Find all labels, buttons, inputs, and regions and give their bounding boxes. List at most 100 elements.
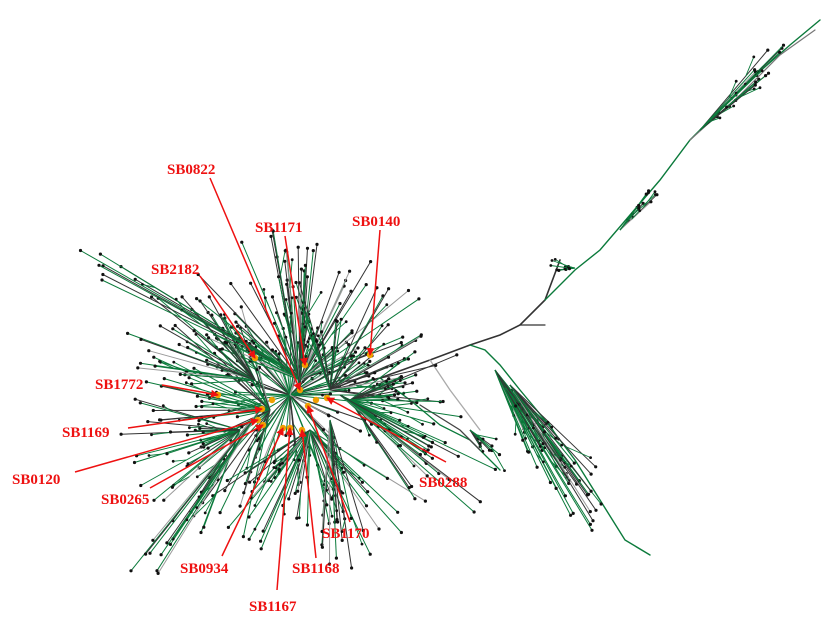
node <box>150 433 153 437</box>
node <box>248 480 252 484</box>
branch <box>170 429 241 433</box>
branch <box>349 399 444 402</box>
branch <box>224 317 271 411</box>
node <box>305 275 309 279</box>
node <box>358 429 362 433</box>
branch <box>309 429 344 473</box>
node <box>270 295 275 299</box>
node <box>200 405 204 409</box>
branch <box>330 321 347 336</box>
node <box>270 348 274 352</box>
label-sb0265: SB0265 <box>101 492 149 508</box>
node <box>335 319 339 323</box>
node <box>399 341 403 345</box>
node <box>277 275 281 279</box>
node <box>406 357 410 361</box>
node <box>250 383 254 387</box>
node <box>161 404 165 407</box>
branch <box>248 429 311 518</box>
node <box>195 475 199 479</box>
node <box>155 569 159 573</box>
node <box>365 371 369 375</box>
trunk-grey-lower <box>429 359 481 431</box>
node <box>168 430 173 434</box>
node <box>764 74 768 78</box>
node <box>289 311 293 315</box>
branch <box>313 333 317 353</box>
annot-sb1171: SB1171 <box>255 220 308 366</box>
branch <box>341 520 346 532</box>
branch <box>298 429 311 461</box>
branch <box>321 419 331 532</box>
node <box>308 337 311 340</box>
branch <box>553 453 572 467</box>
node <box>654 193 657 196</box>
node <box>202 525 206 529</box>
node <box>456 454 460 458</box>
branch <box>203 429 241 528</box>
node <box>734 79 738 83</box>
node <box>255 439 259 443</box>
branch <box>306 429 311 478</box>
node <box>753 83 757 87</box>
label-sb0822: SB0822 <box>167 162 215 178</box>
branch <box>329 287 378 391</box>
node <box>560 443 564 447</box>
branch <box>633 194 656 215</box>
node <box>414 373 418 377</box>
branch <box>348 453 365 466</box>
node <box>340 530 344 533</box>
node <box>421 422 424 426</box>
node <box>588 510 592 514</box>
node <box>503 469 506 472</box>
node <box>305 246 310 250</box>
branch <box>329 288 390 391</box>
branch <box>299 290 352 381</box>
node <box>224 341 229 345</box>
node <box>207 295 211 299</box>
label-sb1168: SB1168 <box>292 561 340 577</box>
branch <box>254 503 270 530</box>
node <box>413 497 417 501</box>
node <box>277 468 281 472</box>
node <box>306 340 310 344</box>
branch <box>317 335 325 348</box>
branch <box>741 87 761 97</box>
node <box>262 288 266 291</box>
node <box>223 489 227 493</box>
node <box>396 361 400 365</box>
node <box>513 432 517 436</box>
branch <box>509 384 591 512</box>
branch <box>349 399 410 488</box>
node <box>599 502 603 506</box>
branch <box>509 384 597 511</box>
node <box>758 86 762 90</box>
branch <box>548 449 557 467</box>
node <box>350 566 354 570</box>
branch <box>339 394 424 438</box>
node <box>390 364 394 368</box>
branch <box>186 429 241 467</box>
branch <box>145 409 261 555</box>
node <box>144 380 148 384</box>
branch <box>339 394 450 480</box>
node <box>335 509 339 513</box>
branch <box>180 373 256 381</box>
node <box>126 331 130 335</box>
trunk-upper-right <box>544 19 821 301</box>
branch <box>163 429 241 501</box>
node <box>321 393 324 397</box>
node <box>78 248 83 253</box>
label-sb2182: SB2182 <box>151 262 199 278</box>
branch <box>329 321 338 391</box>
branch <box>297 429 311 492</box>
node <box>312 332 315 336</box>
branch <box>203 429 241 445</box>
node <box>316 334 320 338</box>
node <box>352 354 355 358</box>
branch <box>494 369 591 525</box>
node <box>386 323 390 327</box>
node <box>274 349 278 353</box>
node <box>641 201 645 205</box>
branch <box>299 332 353 381</box>
